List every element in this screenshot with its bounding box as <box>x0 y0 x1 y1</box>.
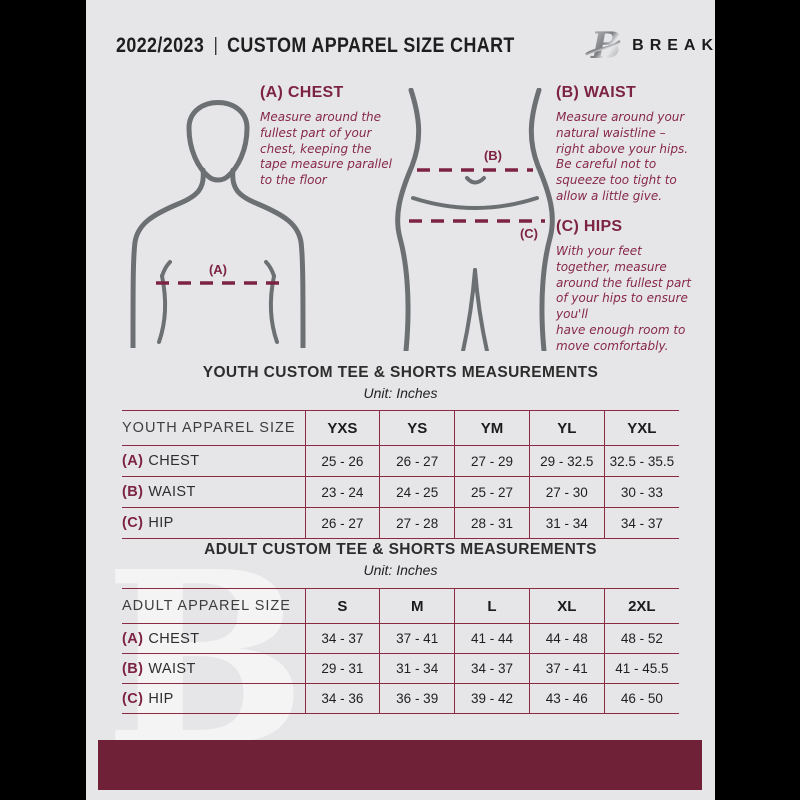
footer-bar <box>98 740 702 790</box>
cell-value: 23 - 24 <box>304 476 380 508</box>
row-prefix: (A) <box>122 453 144 469</box>
size-chart-page: B 2022/2023 | CUSTOM APPAREL SIZE CHART … <box>86 0 715 800</box>
cell-value: 24 - 25 <box>379 476 455 508</box>
brand-name: BREAKAWAY <box>632 37 715 54</box>
chest-instructions: (A) CHEST Measure around the fullest par… <box>260 84 412 189</box>
youth-size-table: YOUTH APPAREL SIZE YXS YS YM YL YXL (A) C… <box>122 410 679 539</box>
table-row: (B) WAIST 23 - 24 24 - 25 25 - 27 27 - 30… <box>122 476 679 508</box>
cell-value: 29 - 31 <box>304 653 380 684</box>
cell-value: 34 - 37 <box>454 653 530 684</box>
waist-hips-diagram-figure: (B) (C) <box>395 88 555 351</box>
hips-text: With your feet together, measure around … <box>556 244 692 353</box>
table-row: (C) HIP 26 - 27 27 - 28 28 - 31 31 - 34 3… <box>122 507 679 539</box>
cell-value: 27 - 28 <box>379 507 455 539</box>
row-prefix: (A) <box>122 630 144 647</box>
cell-value: 31 - 34 <box>379 653 455 684</box>
cell-value: 43 - 46 <box>528 683 605 714</box>
size-col-yl: YL <box>528 410 605 446</box>
row-label: HIP <box>148 690 174 707</box>
hips-instructions: (C) HIPS With your feet together, measur… <box>556 218 715 355</box>
row-prefix: (C) <box>122 690 144 707</box>
table-header-row: ADULT APPAREL SIZE S M L XL 2XL <box>122 588 679 624</box>
chest-diagram-figure: (A) <box>130 100 306 348</box>
row-prefix: (B) <box>122 484 144 500</box>
cell-value: 31 - 34 <box>528 507 605 539</box>
size-col-2xl: 2XL <box>603 588 679 624</box>
chart-title: CUSTOM APPAREL SIZE CHART <box>227 34 515 57</box>
cell-value: 29 - 32.5 <box>528 445 605 477</box>
waist-heading: (B) WAIST <box>556 84 637 101</box>
cell-value: 37 - 41 <box>528 653 605 684</box>
cell-value: 26 - 27 <box>379 445 455 477</box>
adult-size-table: ADULT APPAREL SIZE S M L XL 2XL (A) CHEST… <box>122 588 679 714</box>
waist-marker-label: (B) <box>484 148 502 163</box>
chest-text: Measure around the fullest part of your … <box>260 110 392 188</box>
size-col-yxs: YXS <box>304 410 380 446</box>
cell-value: 32.5 - 35.5 <box>603 445 679 477</box>
youth-unit-label: Unit: Inches <box>363 385 438 401</box>
cell-value: 30 - 33 <box>603 476 679 508</box>
table-row: (B) WAIST 29 - 31 31 - 34 34 - 37 37 - 41… <box>122 653 679 684</box>
row-label: HIP <box>148 515 174 531</box>
waist-instructions: (B) WAIST Measure around your natural wa… <box>556 84 714 205</box>
cell-value: 41 - 45.5 <box>603 653 679 684</box>
cell-value: 44 - 48 <box>528 623 605 654</box>
row-prefix: (B) <box>122 660 144 677</box>
adult-size-column-header: ADULT APPAREL SIZE <box>122 588 305 624</box>
season-label: 2022/2023 <box>116 34 205 57</box>
size-col-ym: YM <box>454 410 530 446</box>
cell-value: 36 - 39 <box>379 683 455 714</box>
adult-section-title: ADULT CUSTOM TEE & SHORTS MEASUREMENTS <box>204 541 597 558</box>
size-col-xl: XL <box>528 588 605 624</box>
page-header: 2022/2023 | CUSTOM APPAREL SIZE CHART B … <box>116 24 715 68</box>
cell-value: 25 - 26 <box>304 445 380 477</box>
cell-value: 41 - 44 <box>454 623 530 654</box>
size-col-m: M <box>379 588 455 624</box>
hips-heading: (C) HIPS <box>556 218 623 235</box>
row-label: CHEST <box>148 453 200 469</box>
table-header-row: YOUTH APPAREL SIZE YXS YS YM YL YXL <box>122 410 679 446</box>
waist-text: Measure around your natural waistline – … <box>556 110 689 204</box>
table-row: (C) HIP 34 - 36 36 - 39 39 - 42 43 - 46 4… <box>122 683 679 714</box>
size-col-l: L <box>454 588 530 624</box>
cell-value: 27 - 29 <box>454 445 530 477</box>
size-col-yxl: YXL <box>603 410 679 446</box>
adult-unit-label: Unit: Inches <box>363 562 438 578</box>
title-divider: | <box>213 35 218 56</box>
cell-value: 48 - 52 <box>603 623 679 654</box>
size-col-ys: YS <box>379 410 455 446</box>
size-col-s: S <box>304 588 380 624</box>
breakaway-logo-icon: B <box>585 25 622 67</box>
logo-letter: B <box>590 25 621 67</box>
cell-value: 27 - 30 <box>528 476 605 508</box>
cell-value: 39 - 42 <box>454 683 530 714</box>
cell-value: 46 - 50 <box>603 683 679 714</box>
chest-heading: (A) CHEST <box>260 84 344 101</box>
cell-value: 25 - 27 <box>454 476 530 508</box>
row-label: WAIST <box>148 484 196 500</box>
hips-marker-label: (C) <box>520 226 538 241</box>
cell-value: 28 - 31 <box>454 507 530 539</box>
page-title: 2022/2023 | CUSTOM APPAREL SIZE CHART <box>116 34 515 58</box>
brand-logo: B BREAKAWAY <box>585 24 715 68</box>
cell-value: 37 - 41 <box>379 623 455 654</box>
row-label: WAIST <box>148 660 196 677</box>
cell-value: 34 - 37 <box>304 623 380 654</box>
youth-size-column-header: YOUTH APPAREL SIZE <box>122 410 305 446</box>
table-row: (A) CHEST 25 - 26 26 - 27 27 - 29 29 - 32… <box>122 445 679 477</box>
youth-section-title: YOUTH CUSTOM TEE & SHORTS MEASUREMENTS <box>202 364 599 381</box>
table-row: (A) CHEST 34 - 37 37 - 41 41 - 44 44 - 48… <box>122 623 679 654</box>
row-label: CHEST <box>148 630 200 647</box>
row-prefix: (C) <box>122 515 144 531</box>
chest-marker-label: (A) <box>209 262 227 277</box>
cell-value: 34 - 37 <box>603 507 679 539</box>
cell-value: 34 - 36 <box>304 683 380 714</box>
logo-swoosh <box>585 40 621 56</box>
cell-value: 26 - 27 <box>304 507 380 539</box>
